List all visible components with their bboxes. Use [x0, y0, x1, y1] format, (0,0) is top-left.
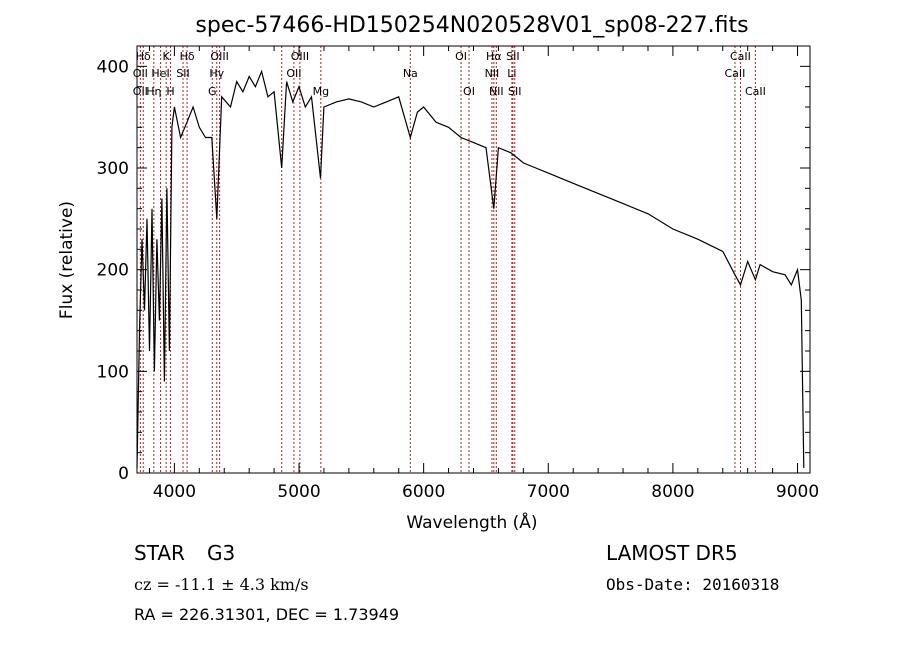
spectral-marker-lines: [139, 46, 756, 473]
spectral-line-label: SII: [506, 50, 519, 63]
x-tick-label: 9000: [776, 482, 819, 502]
observation-date: Obs-Date: 20160318: [606, 575, 779, 594]
spectral-line-label: CaII: [725, 67, 746, 80]
y-tick-label: 400: [97, 57, 129, 77]
spectral-line-label: Hη: [146, 85, 161, 98]
spectrum-plot: [136, 69, 805, 468]
x-tick-label: 7000: [527, 482, 570, 502]
object-subclass: G3: [207, 541, 235, 565]
y-tick-label: 0: [118, 464, 129, 484]
spectral-line-label: SII: [508, 85, 521, 98]
spectral-line-label: OI: [455, 50, 467, 63]
y-axis-label: Flux (relative): [57, 201, 77, 319]
chart-title: spec-57466-HD150254N020528V01_sp08-227.f…: [195, 13, 748, 38]
spectral-line-label: OII: [133, 67, 148, 80]
y-tick-label: 200: [97, 261, 129, 281]
x-tick-label: 5000: [277, 482, 320, 502]
spectral-line-label: H: [166, 85, 174, 98]
spectral-line-label: Mg: [313, 85, 329, 98]
spectral-line-label: Hα: [486, 50, 502, 63]
spectral-line-label: CaII: [730, 50, 751, 63]
spectral-line-label: OII: [286, 67, 301, 80]
y-tick-label: 100: [97, 362, 129, 382]
object-class: STAR: [134, 541, 185, 565]
survey-name: LAMOST DR5: [606, 541, 738, 565]
spectral-line-label: Hδ: [136, 50, 151, 63]
spectral-line-label: Li: [507, 67, 516, 80]
spectral-line-label: G: [208, 85, 217, 98]
x-axis-label: Wavelength (Å): [406, 511, 537, 533]
spectral-line-label: K: [163, 50, 171, 63]
sky-coordinates: RA = 226.31301, DEC = 1.73949: [134, 605, 399, 624]
spectrum-series-line: [136, 69, 805, 468]
x-axis-ticks: 4000 5000 6000 7000 8000 9000: [148, 46, 819, 502]
x-tick-label: 4000: [153, 482, 196, 502]
spectral-line-label: Hδ: [180, 50, 195, 63]
plot-frame: [136, 45, 811, 474]
spectral-line-label: NII: [489, 85, 504, 98]
spectral-line-label: Na: [403, 67, 418, 80]
spectral-line-label: HeI: [151, 67, 169, 80]
y-axis-ticks: 0 100 200 300 400: [97, 45, 810, 484]
spectral-line-label: CaII: [745, 85, 766, 98]
spectral-line-label: OI: [463, 85, 475, 98]
spectral-line-label: OIII: [291, 50, 309, 63]
spectral-line-label: Hγ: [209, 67, 224, 80]
redshift-velocity: cz = -11.1 ± 4.3 km/s: [134, 575, 309, 594]
y-tick-label: 300: [97, 159, 129, 179]
spectral-line-label: OIII: [210, 50, 228, 63]
x-tick-label: 8000: [651, 482, 694, 502]
spectral-line-label: NII: [485, 67, 500, 80]
spectral-line-label: SII: [176, 67, 189, 80]
x-tick-label: 6000: [402, 482, 445, 502]
